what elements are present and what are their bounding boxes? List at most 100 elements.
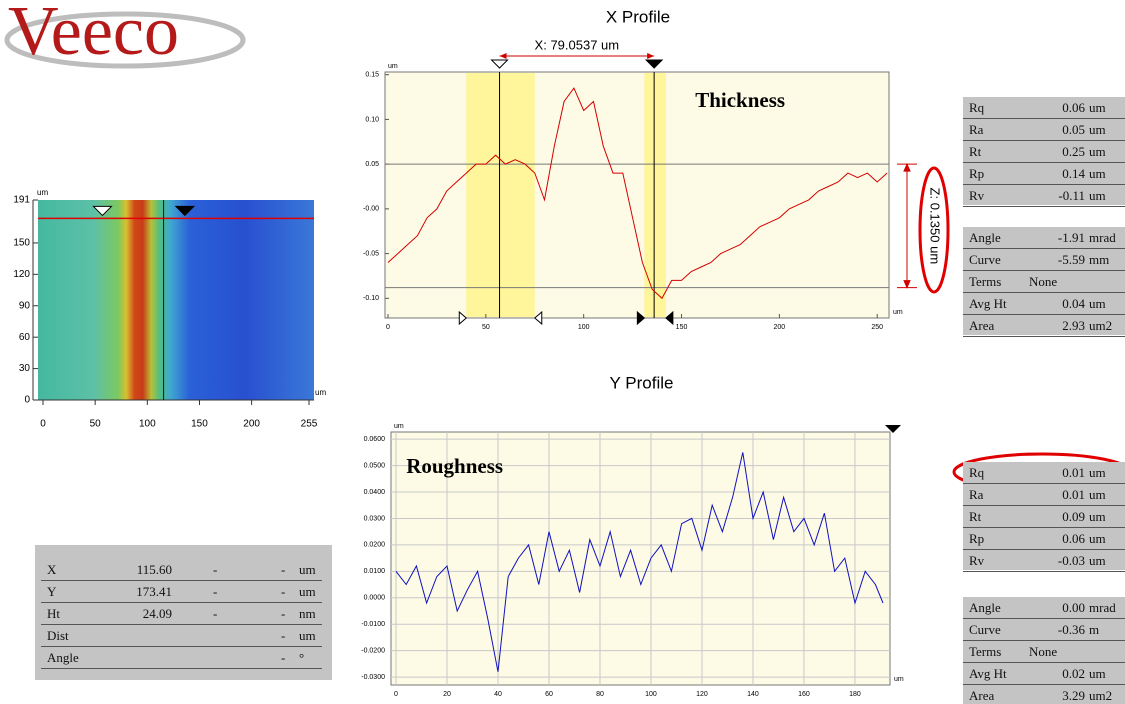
row-name: Terms [969, 644, 1001, 660]
x-unit: um [315, 388, 326, 397]
x-tick-label: 0 [40, 419, 46, 430]
row-unit: um [1089, 666, 1106, 682]
row-name: Terms [969, 274, 1001, 290]
row-dash: - [213, 606, 217, 622]
row-name: X [47, 562, 56, 578]
x-tick-label: 160 [798, 691, 810, 698]
cursor-marker [646, 60, 662, 68]
row-name: Area [969, 318, 994, 334]
row-value: 24.09 [143, 606, 172, 622]
y-tick-label: 191 [13, 195, 30, 206]
row-unit: um [299, 584, 316, 600]
table-row: Avg Ht0.02um [963, 663, 1125, 685]
y-tick-label: -0.0300 [361, 674, 385, 681]
row-unit: um [1089, 553, 1106, 569]
y-tick-label: -0.0200 [361, 647, 385, 654]
x-tick-label: 180 [849, 691, 861, 698]
highlight-band [644, 73, 666, 317]
row-name: Angle [969, 230, 1001, 246]
row-unit: um [1089, 144, 1106, 160]
row-unit: um [1089, 531, 1106, 547]
row-name: Dist [47, 628, 69, 644]
row-unit: um [1089, 100, 1106, 116]
row-unit: um [1089, 122, 1106, 138]
row-unit: um [1089, 509, 1106, 525]
row-unit: um [1089, 296, 1106, 312]
row-value: 0.06 [1062, 100, 1085, 116]
row-name: Y [47, 584, 56, 600]
y-tick-label: 150 [13, 238, 30, 249]
cursor-label: X: 79.0537 um [535, 37, 620, 52]
row-name: Ra [969, 487, 983, 503]
row-dash: - [281, 562, 285, 578]
y-tick-label: 0.05 [365, 161, 379, 168]
row-dash: - [213, 562, 217, 578]
row-name: Avg Ht [969, 666, 1007, 682]
y-unit: um [37, 188, 48, 197]
row-value: -5.59 [1058, 252, 1085, 268]
logo: Veeco [8, 0, 179, 70]
row-name: Area [969, 688, 994, 704]
row-value: None [1029, 644, 1057, 660]
x-tick-label: 120 [696, 691, 708, 698]
row-name: Angle [969, 600, 1001, 616]
y-tick-label: 0.0200 [364, 542, 386, 549]
x-tick-label: 50 [90, 419, 102, 430]
y-tick-label: 0.15 [365, 72, 379, 79]
row-unit: um [299, 562, 316, 578]
x-tick-label: 80 [596, 691, 604, 698]
x-tick-label: 150 [676, 324, 688, 331]
y-tick-label: -0.00 [363, 206, 379, 213]
row-value: 3.29 [1062, 688, 1085, 704]
x-tick-label: 250 [871, 324, 883, 331]
x-tick-label: 40 [494, 691, 502, 698]
y-tick-label: 0.0400 [364, 489, 386, 496]
row-value: 0.09 [1062, 509, 1085, 525]
y-tick-label: 120 [13, 269, 30, 280]
row-dash: - [281, 628, 285, 644]
row-value: 0.05 [1062, 122, 1085, 138]
row-value: -1.91 [1058, 230, 1085, 246]
row-value: 0.04 [1062, 296, 1085, 312]
y-unit: um [394, 423, 404, 430]
table-row: Dist-um [41, 625, 322, 647]
row-value: 0.00 [1062, 600, 1085, 616]
y-tick-label: 90 [19, 300, 31, 311]
row-name: Rt [969, 144, 981, 160]
row-name: Rq [969, 100, 984, 116]
row-dash: - [281, 606, 285, 622]
row-value: 173.41 [136, 584, 172, 600]
y-tick-label: 0.10 [365, 116, 379, 123]
row-value: 115.60 [137, 562, 172, 578]
table-row: Avg Ht0.04um [963, 293, 1125, 315]
row-value: -0.36 [1058, 622, 1085, 638]
x-tick-label: 255 [301, 419, 318, 430]
row-unit: um2 [1089, 688, 1112, 704]
x-tick-label: 100 [645, 691, 657, 698]
x-tick-label: 100 [578, 324, 590, 331]
stats-table: Angle-1.91mradCurve-5.59mmTermsNoneAvg H… [963, 227, 1125, 335]
annotation: Thickness [695, 88, 785, 112]
row-name: Angle [47, 650, 79, 666]
x-tick-label: 0 [386, 324, 390, 331]
x-unit: um [893, 309, 903, 316]
table-row: Rt0.09um [963, 506, 1125, 528]
x-tick-label: 0 [394, 691, 398, 698]
row-value: -0.03 [1058, 553, 1085, 569]
row-value: 0.01 [1062, 465, 1085, 481]
y-tick-label: 0 [24, 395, 30, 406]
x-unit: um [894, 676, 904, 683]
row-name: Rp [969, 531, 984, 547]
row-unit: um [1089, 166, 1106, 182]
row-value: 0.14 [1062, 166, 1085, 182]
